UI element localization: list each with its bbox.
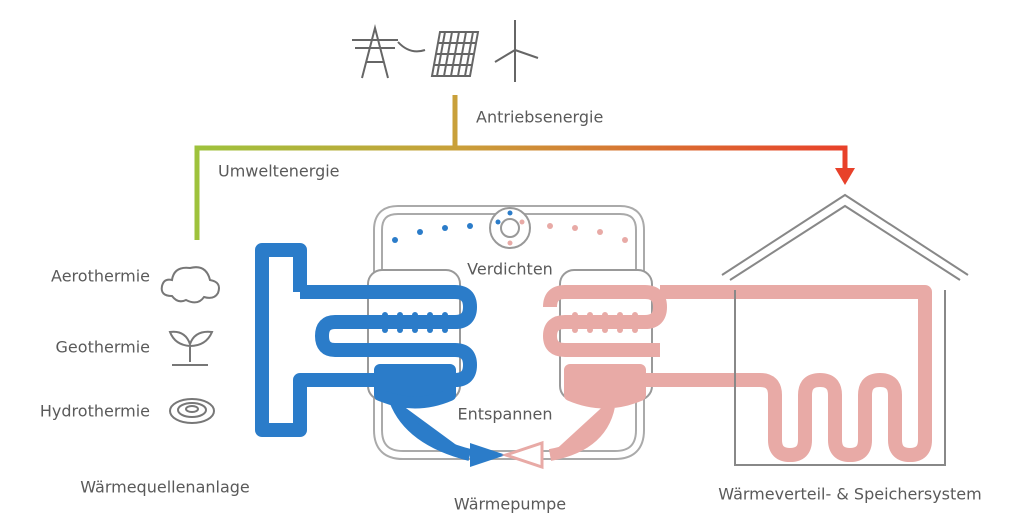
source-label: Hydrothermie [40,402,150,421]
section-label: Wärmequellenanlage [80,478,250,497]
drive-label: Antriebsenergie [476,108,603,127]
expansion-valve [470,443,506,467]
compress-label: Verdichten [467,260,553,279]
source-icons [160,266,220,424]
arrow-head [835,168,855,185]
refrigerant-dots [382,223,473,333]
source-label: Aerothermie [51,267,150,286]
house [721,193,969,466]
power-icons [352,20,539,82]
environment-label: Umweltenergie [218,162,340,181]
source-loop [255,243,477,437]
section-label: Wärmepumpe [454,495,566,514]
energy-line [194,145,848,240]
source-label: Geothermie [56,338,150,357]
section-label: Wärmeverteil- & Speichersystem [718,485,981,504]
expand-label: Entspannen [457,405,552,424]
compressor [489,207,531,249]
